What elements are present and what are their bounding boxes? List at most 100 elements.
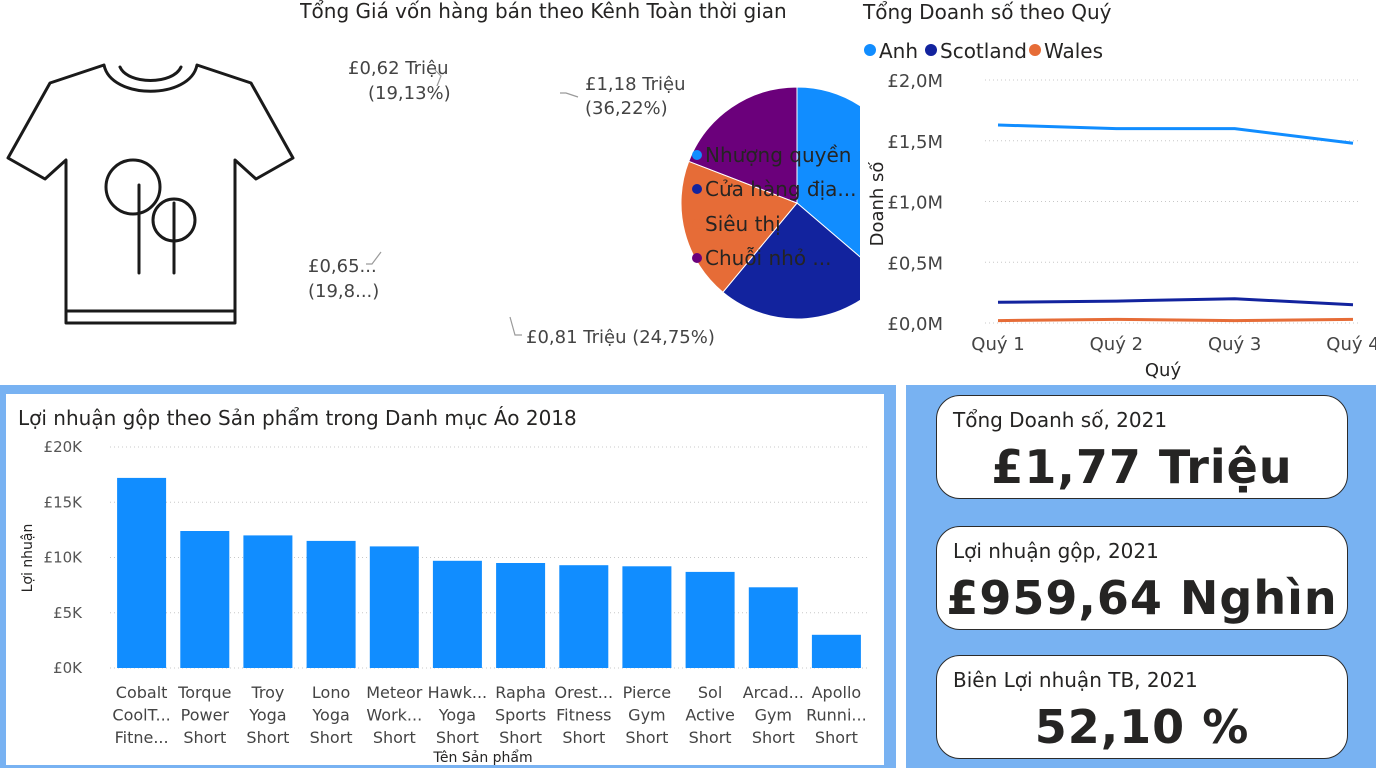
bar-x-tick-label: Torque — [177, 683, 231, 702]
bar-x-tick-label: Yoga — [248, 706, 286, 725]
line-series-scotland[interactable] — [997, 297, 1354, 307]
pie-label-cua-hang-value: £0,81 Triệu (24,75%) — [526, 327, 715, 348]
legend-marker-wales — [1029, 44, 1041, 56]
bar-chart: Lợi nhuận gộp theo Sản phẩm trong Danh m… — [18, 406, 868, 765]
pie-slice-2[interactable] — [680, 160, 798, 293]
bar-x-tick-label: Sol — [698, 683, 722, 702]
line-y-tick-label: £1,5M — [887, 132, 943, 153]
bar-x-tick-label: Hawk... — [428, 683, 487, 702]
legend-label-anh[interactable]: Anh — [879, 39, 918, 63]
bar-x-tick-label: Power — [181, 706, 230, 725]
bar-0[interactable] — [117, 477, 167, 668]
bar-1[interactable] — [180, 531, 230, 668]
bar-x-tick-label: Short — [246, 728, 289, 747]
bar-x-tick-label: Short — [689, 728, 732, 747]
bar-x-tick-label: Rapha — [495, 683, 546, 702]
legend-label-chuoi-nho[interactable]: Chuỗi nhỏ ... — [705, 246, 831, 270]
bar-chart-card: Lợi nhuận gộp theo Sản phẩm trong Danh m… — [6, 394, 884, 765]
bar-11[interactable] — [811, 634, 861, 668]
kpi-value-gross-profit: £959,64 Nghìn — [946, 571, 1338, 625]
bar-y-tick-label: £0K — [53, 659, 83, 677]
bar-x-tick-label: Meteor — [366, 683, 423, 702]
line-x-tick-label: Quý 3 — [1208, 334, 1261, 355]
pie-label-nhuong-quyen-value: £1,18 Triệu — [585, 74, 686, 95]
bar-x-tick-label: Work... — [366, 706, 422, 725]
bar-5[interactable] — [432, 560, 482, 668]
legend-marker-anh — [864, 44, 876, 56]
bar-y-tick-label: £10K — [44, 549, 84, 567]
bar-x-tick-label: Orest... — [555, 683, 614, 702]
line-series-wales[interactable] — [997, 317, 1354, 323]
legend-marker-scotland — [925, 44, 937, 56]
bar-x-tick-label: Lono — [312, 683, 350, 702]
pie-label-chuoi-nho-pct: (19,13%) — [368, 83, 451, 104]
bar-x-tick-label: Short — [499, 728, 542, 747]
kpi-panel: Tổng Doanh số, 2021 £1,77 Triệu Lợi nhuậ… — [906, 385, 1376, 768]
bar-7[interactable] — [559, 565, 609, 668]
kpi-card-total-sales[interactable]: Tổng Doanh số, 2021 £1,77 Triệu — [936, 395, 1348, 499]
line-x-tick-label: Quý 1 — [971, 334, 1024, 355]
bar-x-tick-label: Short — [752, 728, 795, 747]
bar-2[interactable] — [243, 535, 293, 668]
bar-x-tick-label: Yoga — [311, 706, 349, 725]
legend-label-sieu-thi[interactable]: Siêu thị — [705, 212, 781, 236]
legend-label-scotland[interactable]: Scotland — [940, 39, 1027, 63]
bar-chart-title: Lợi nhuận gộp theo Sản phẩm trong Danh m… — [18, 406, 577, 430]
pie-slice-0[interactable] — [796, 86, 860, 278]
legend-marker-chuoi-nho — [692, 253, 702, 263]
legend-marker-nhuong-quyen — [692, 150, 702, 160]
pie-chart-title: Tổng Giá vốn hàng bán theo Kênh Toàn thờ… — [300, 0, 787, 23]
kpi-label-gross-profit: Lợi nhuận gộp, 2021 — [953, 539, 1159, 563]
bar-x-tick-label: Gym — [755, 706, 792, 725]
line-x-axis-label: Quý — [1145, 360, 1182, 381]
line-y-tick-label: £1,0M — [887, 193, 943, 214]
bar-4[interactable] — [369, 546, 419, 668]
bar-x-tick-label: Fitne... — [115, 728, 169, 747]
bar-y-tick-label: £5K — [53, 604, 83, 622]
pie-slice-3[interactable] — [688, 86, 798, 204]
bar-9[interactable] — [685, 571, 735, 668]
bar-y-tick-label: £20K — [44, 438, 84, 456]
legend-marker-cua-hang — [692, 184, 702, 194]
bar-x-tick-label: Active — [685, 706, 735, 725]
bar-y-axis-label: Lợi nhuận — [20, 524, 36, 593]
bar-6[interactable] — [496, 563, 546, 668]
kpi-value-avg-margin: 52,10 % — [1034, 700, 1250, 754]
pie-chart: Tổng Giá vốn hàng bán theo Kênh Toàn thờ… — [300, 0, 860, 348]
pie-label-nhuong-quyen-pct: (36,22%) — [585, 98, 668, 119]
kpi-card-avg-margin[interactable]: Biên Lợi nhuận TB, 2021 52,10 % — [936, 655, 1348, 759]
bar-x-tick-label: CoolT... — [112, 706, 170, 725]
line-y-tick-label: £0,5M — [887, 253, 943, 274]
bar-x-tick-label: Fitness — [556, 706, 611, 725]
bar-x-tick-label: Short — [373, 728, 416, 747]
bar-x-tick-label: Short — [310, 728, 353, 747]
pie-slice-1[interactable] — [722, 202, 860, 320]
line-chart: Tổng Doanh số theo Quý Anh Scotland Wale… — [862, 0, 1376, 381]
bar-x-tick-label: Cobalt — [116, 683, 168, 702]
bar-3[interactable] — [306, 540, 356, 668]
bar-x-tick-label: Sports — [495, 706, 546, 725]
bar-x-tick-label: Arcad... — [743, 683, 804, 702]
bar-x-tick-label: Short — [562, 728, 605, 747]
line-legend: Anh Scotland Wales — [864, 39, 1103, 63]
kpi-card-gross-profit[interactable]: Lợi nhuận gộp, 2021 £959,64 Nghìn — [936, 526, 1348, 630]
bar-8[interactable] — [622, 566, 672, 668]
pie-label-sieu-thi-value: £0,65... — [308, 256, 377, 277]
bar-x-tick-label: Pierce — [623, 683, 671, 702]
kpi-label-total-sales: Tổng Doanh số, 2021 — [953, 408, 1168, 432]
pie-label-sieu-thi-pct: (19,8...) — [308, 281, 379, 302]
kpi-value-total-sales: £1,77 Triệu — [991, 440, 1293, 494]
line-chart-title: Tổng Doanh số theo Quý — [862, 0, 1112, 24]
bar-x-tick-label: Runni... — [806, 706, 867, 725]
bar-x-tick-label: Short — [436, 728, 479, 747]
bar-x-tick-label: Yoga — [438, 706, 476, 725]
t-shirt-icon — [6, 63, 295, 325]
line-x-tick-label: Quý 4 — [1326, 334, 1376, 355]
legend-label-wales[interactable]: Wales — [1044, 39, 1103, 63]
line-series-anh[interactable] — [997, 123, 1354, 145]
legend-label-nhuong-quyen[interactable]: Nhượng quyền — [705, 143, 851, 167]
bar-10[interactable] — [748, 587, 798, 668]
line-y-axis-label: Doanh số — [867, 162, 888, 247]
bar-chart-panel: Lợi nhuận gộp theo Sản phẩm trong Danh m… — [0, 385, 896, 768]
legend-label-cua-hang[interactable]: Cửa hàng địa... — [705, 177, 857, 201]
